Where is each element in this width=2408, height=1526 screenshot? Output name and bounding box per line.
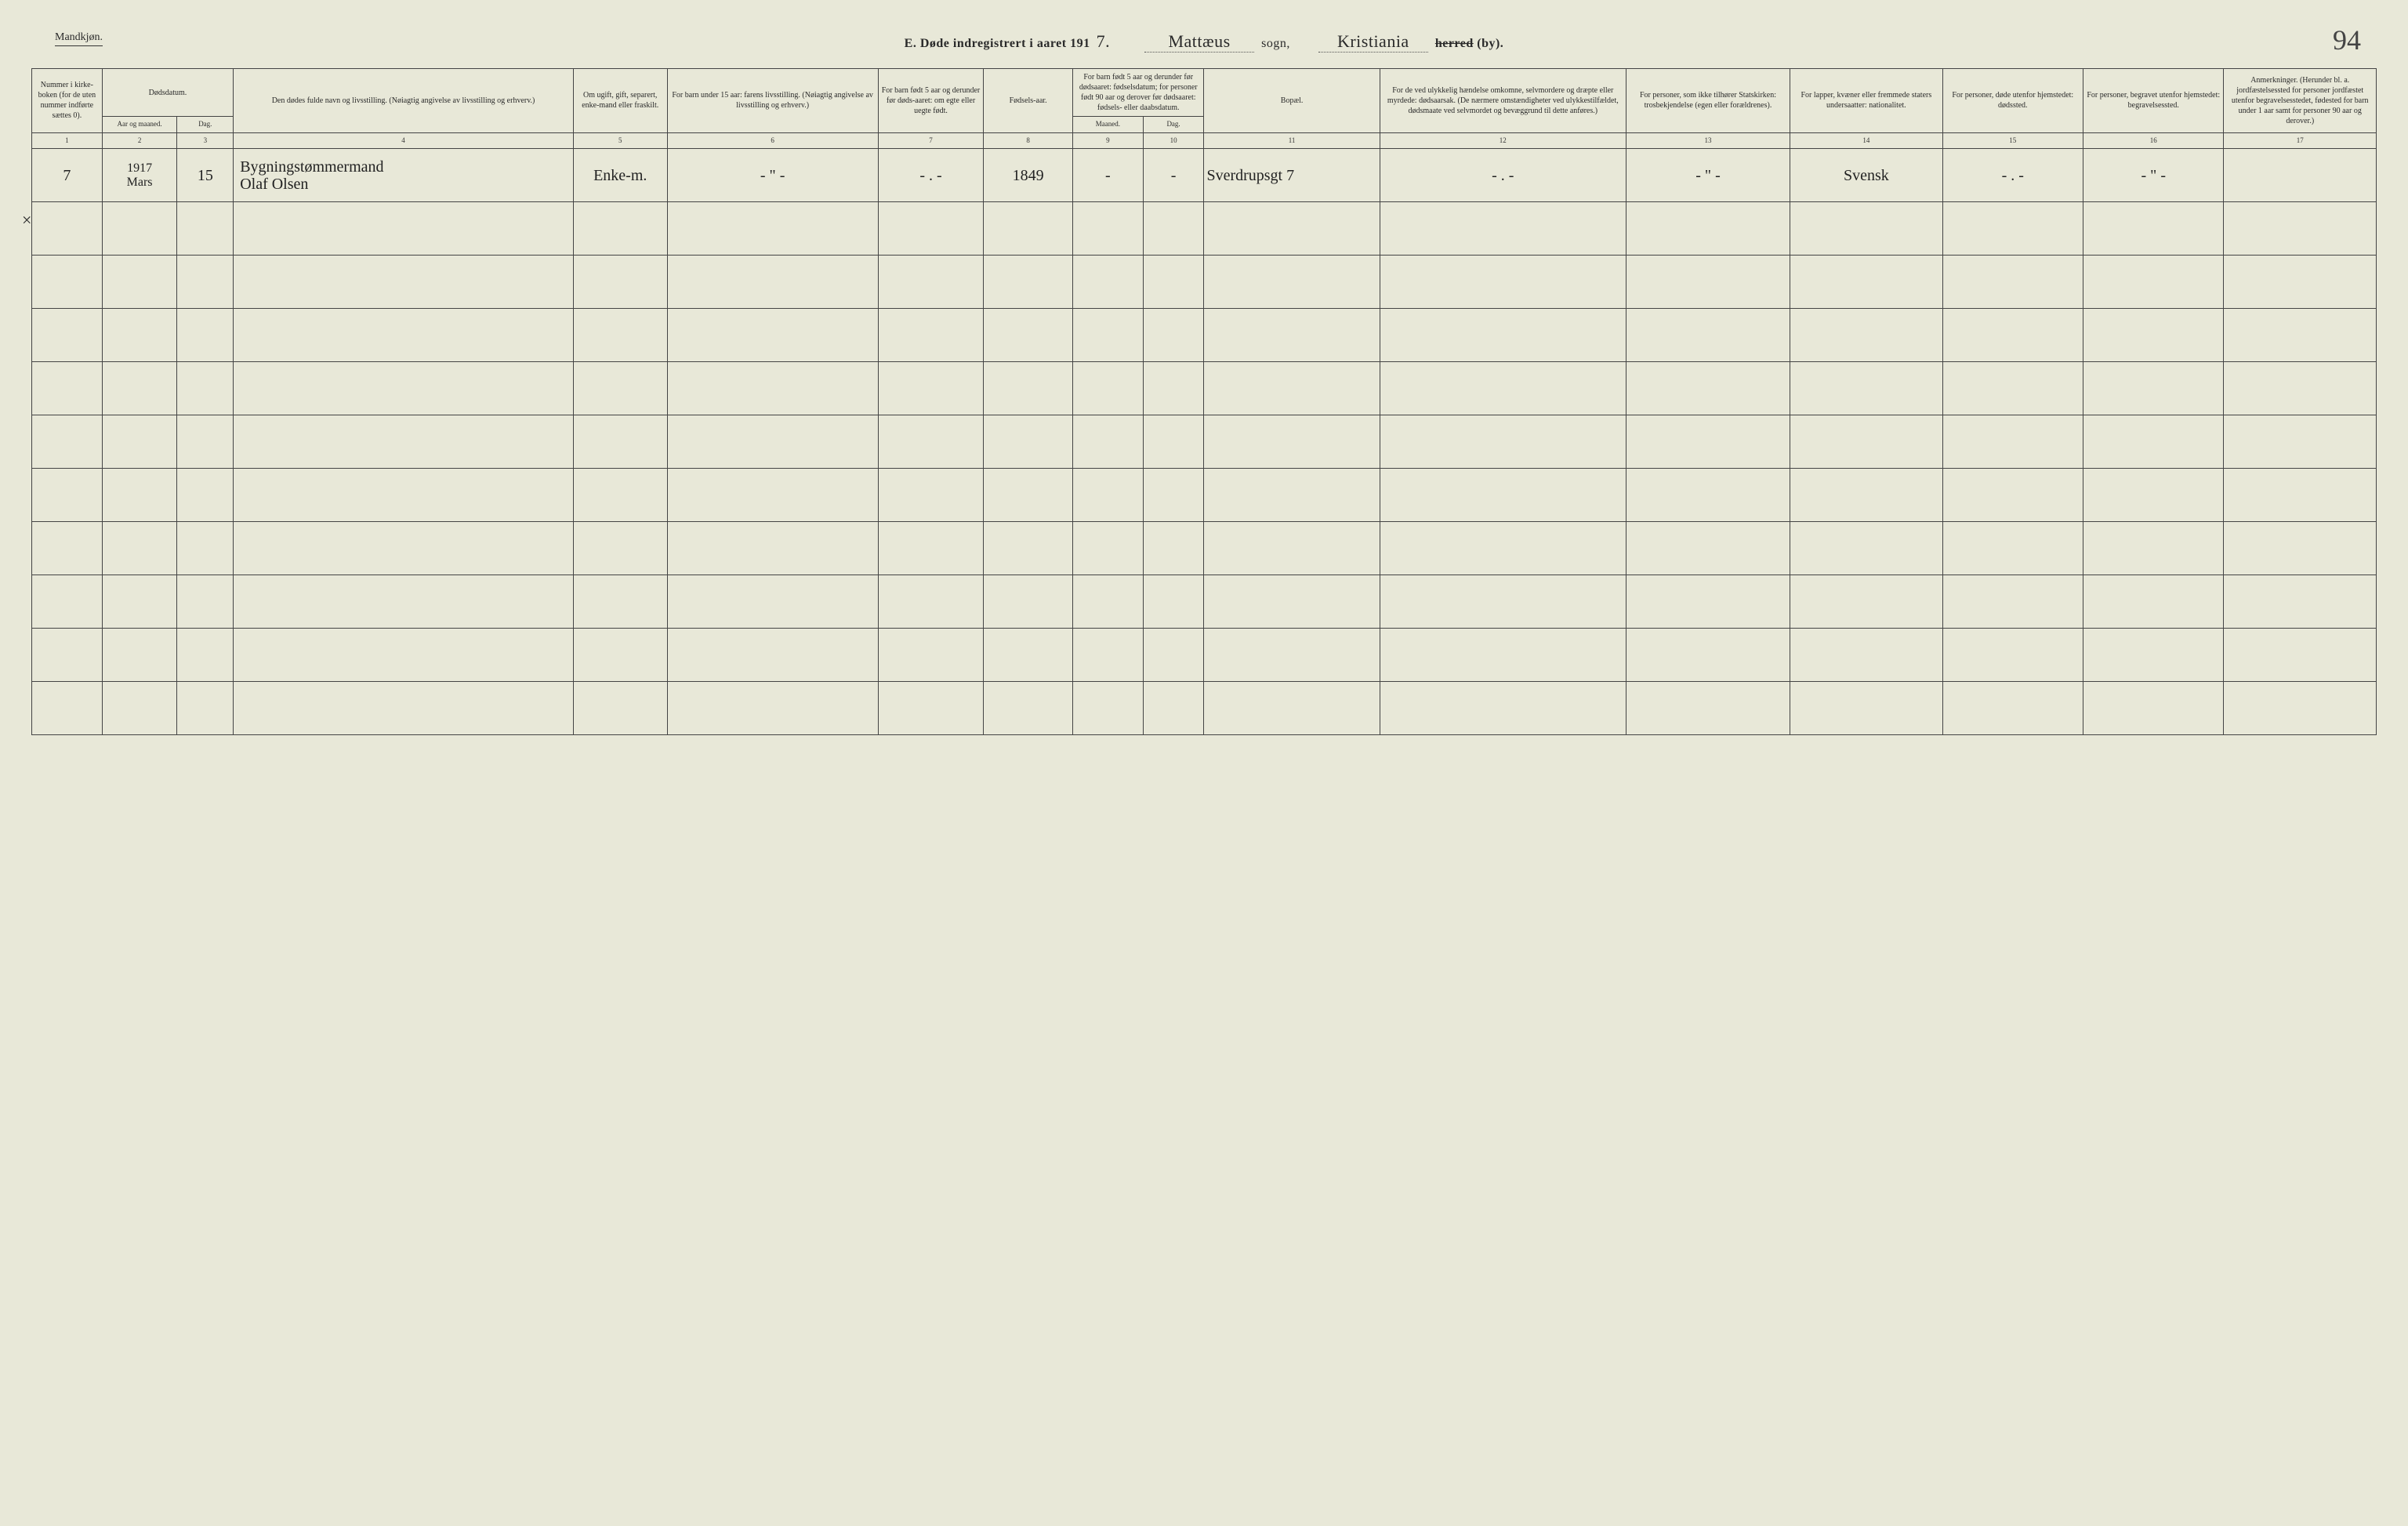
- gender-label: Mandkjøn.: [55, 31, 103, 46]
- col-header-9-group: For barn født 5 aar og derunder før døds…: [1072, 69, 1203, 117]
- title-line: E. Døde indregistrert i aaret 1917. Matt…: [31, 31, 2377, 53]
- colnum: 13: [1626, 132, 1790, 149]
- colnum: 2: [102, 132, 177, 149]
- colnum: 17: [2224, 132, 2377, 149]
- colnum: 1: [32, 132, 103, 149]
- colnum: 16: [2083, 132, 2224, 149]
- colnum: 6: [667, 132, 878, 149]
- col-header-2-group: Dødsdatum.: [102, 69, 233, 117]
- colnum: 11: [1204, 132, 1380, 149]
- by-label: (by).: [1477, 37, 1503, 50]
- table-header: Nummer i kirke-boken (for de uten nummer…: [32, 69, 2377, 149]
- cell-year-month: 1917 Mars: [102, 149, 177, 202]
- col-header-12: For de ved ulykkelig hændelse omkomne, s…: [1380, 69, 1626, 133]
- col-header-2a: Aar og maaned.: [102, 117, 177, 133]
- colnum: 14: [1790, 132, 1942, 149]
- colnum: 10: [1143, 132, 1204, 149]
- cell-c15: - . -: [1942, 149, 2083, 202]
- colnum: 4: [234, 132, 574, 149]
- col-header-2b: Dag.: [177, 117, 234, 133]
- herred-handwritten: Kristiania: [1318, 31, 1428, 53]
- col-header-1: Nummer i kirke-boken (for de uten nummer…: [32, 69, 103, 133]
- empty-row: [32, 575, 2377, 629]
- cell-month: Mars: [105, 176, 175, 190]
- col-header-5: Om ugift, gift, separert, enke-mand elle…: [573, 69, 667, 133]
- cell-nationality: Svensk: [1790, 149, 1942, 202]
- colnum: 3: [177, 132, 234, 149]
- colnum: 12: [1380, 132, 1626, 149]
- cell-number: 7: [32, 149, 103, 202]
- empty-row: [32, 256, 2377, 309]
- ledger-table: Nummer i kirke-boken (for de uten nummer…: [31, 68, 2377, 735]
- table-body: 7 1917 Mars 15 Bygningstømmermand Olaf O…: [32, 149, 2377, 735]
- empty-row: [32, 522, 2377, 575]
- empty-row: [32, 202, 2377, 256]
- page-number-handwritten: 94: [2333, 24, 2361, 56]
- colnum: 5: [573, 132, 667, 149]
- col-header-16: For personer, begravet utenfor hjemstede…: [2083, 69, 2224, 133]
- colnum: 15: [1942, 132, 2083, 149]
- margin-mark: ×: [22, 210, 31, 230]
- cell-c7: - . -: [878, 149, 984, 202]
- colnum: 9: [1072, 132, 1143, 149]
- cell-c13: - " -: [1626, 149, 1790, 202]
- cell-bopael: Sverdrupsgt 7: [1204, 149, 1380, 202]
- empty-row: [32, 415, 2377, 469]
- cell-day: 15: [177, 149, 234, 202]
- col-header-14: For lapper, kvæner eller fremmede stater…: [1790, 69, 1942, 133]
- cell-name-line1: Bygningstømmermand: [240, 158, 571, 176]
- ledger-page: Mandkjøn. 9 4 E. Døde indregistrert i aar…: [31, 31, 2377, 737]
- cell-c6: - " -: [667, 149, 878, 202]
- col-header-4: Den dødes fulde navn og livsstilling. (N…: [234, 69, 574, 133]
- column-number-row: 1 2 3 4 5 6 7 8 9 10 11 12 13 14 15 16 1…: [32, 132, 2377, 149]
- cell-name-line2: Olaf Olsen: [240, 176, 571, 193]
- cell-c9: -: [1072, 149, 1143, 202]
- cell-c17: [2224, 149, 2377, 202]
- col-header-17: Anmerkninger. (Herunder bl. a. jordfæste…: [2224, 69, 2377, 133]
- cell-birth-year: 1849: [984, 149, 1073, 202]
- empty-row: [32, 682, 2377, 735]
- col-header-9a: Maaned.: [1072, 117, 1143, 133]
- title-main: Døde indregistrert i aaret 191: [920, 37, 1090, 50]
- col-header-13: For personer, som ikke tilhører Statskir…: [1626, 69, 1790, 133]
- col-header-15: For personer, døde utenfor hjemstedet: d…: [1942, 69, 2083, 133]
- col-header-6: For barn under 15 aar: farens livsstilli…: [667, 69, 878, 133]
- cell-c16: - " -: [2083, 149, 2224, 202]
- colnum: 8: [984, 132, 1073, 149]
- cell-c12: - . -: [1380, 149, 1626, 202]
- herred-struck: herred: [1435, 37, 1474, 50]
- empty-row: [32, 629, 2377, 682]
- sogn-label: sogn,: [1261, 37, 1290, 50]
- col-header-9b: Dag.: [1143, 117, 1204, 133]
- title-year-suffix: 7.: [1090, 31, 1117, 52]
- cell-year: 1917: [105, 161, 175, 176]
- col-header-7: For barn født 5 aar og derunder før døds…: [878, 69, 984, 133]
- cell-name: Bygningstømmermand Olaf Olsen: [234, 149, 574, 202]
- colnum: 7: [878, 132, 984, 149]
- cell-marital: Enke-m.: [573, 149, 667, 202]
- cell-c10: -: [1143, 149, 1204, 202]
- empty-row: [32, 309, 2377, 362]
- sogn-handwritten: Mattæus: [1144, 31, 1254, 53]
- col-header-11: Bopæl.: [1204, 69, 1380, 133]
- title-prefix: E.: [905, 37, 917, 50]
- entry-row: 7 1917 Mars 15 Bygningstømmermand Olaf O…: [32, 149, 2377, 202]
- empty-row: [32, 469, 2377, 522]
- col-header-8: Fødsels-aar.: [984, 69, 1073, 133]
- empty-row: [32, 362, 2377, 415]
